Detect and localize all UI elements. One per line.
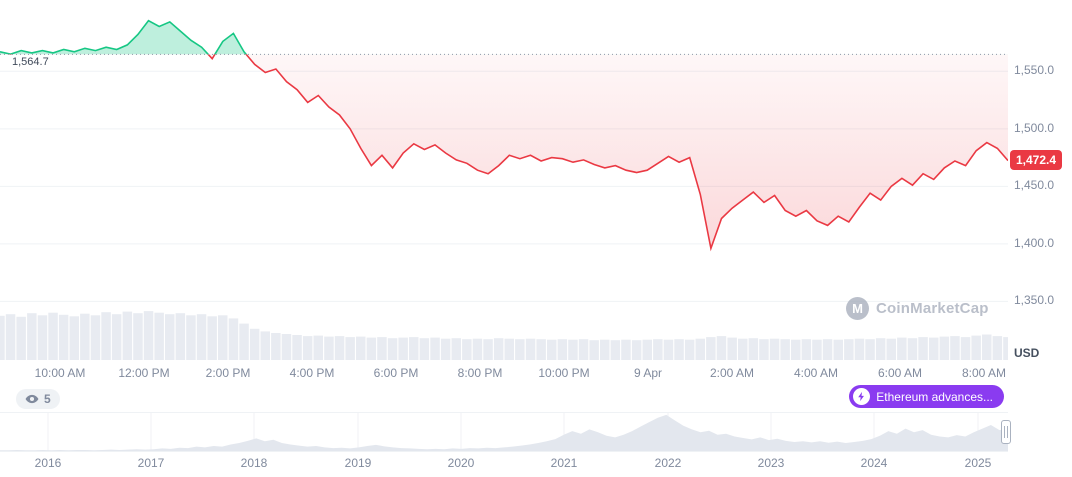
y-axis-label: 1,550.0 — [1014, 63, 1055, 78]
x-axis-label: 10:00 PM — [538, 366, 590, 380]
notification-text: Ethereum advances... — [876, 389, 993, 404]
watchlist-count-badge[interactable]: 5 — [16, 389, 60, 409]
x-axis-label: 6:00 PM — [373, 366, 419, 380]
timeline-navigator[interactable] — [0, 412, 1008, 452]
lightning-icon — [853, 388, 871, 405]
navigator-year-label: 2023 — [757, 456, 785, 470]
x-axis-label: 8:00 PM — [457, 366, 503, 380]
price-line-chart — [0, 19, 1008, 360]
coinmarketcap-logo-icon: M — [846, 297, 869, 320]
x-axis-label: 8:00 AM — [961, 366, 1007, 380]
x-axis-label: 4:00 AM — [793, 366, 839, 380]
x-axis-label: 2:00 AM — [709, 366, 755, 380]
coinmarketcap-watermark: M CoinMarketCap — [846, 297, 989, 320]
y-axis-label: 1,350.0 — [1014, 293, 1055, 308]
navigator-year-label: 2021 — [550, 456, 578, 470]
navigator-year-label: 2016 — [34, 456, 62, 470]
x-axis-label: 2:00 PM — [205, 366, 251, 380]
open-price-baseline-label: 1,564.7 — [12, 56, 49, 69]
x-axis-label: 4:00 PM — [289, 366, 335, 380]
y-axis-label: 1,450.0 — [1014, 178, 1055, 193]
navigator-year-label: 2022 — [654, 456, 682, 470]
current-price-tag: 1,472.4 — [1010, 149, 1063, 170]
navigator-year-label: 2020 — [447, 456, 475, 470]
x-axis-label: 12:00 PM — [118, 366, 170, 380]
navigator-year-labels: 2016 2017 2018 2019 2020 2021 2022 2023 2024 2025 — [0, 456, 1008, 472]
navigator-area-chart — [0, 413, 1008, 451]
eye-icon — [25, 394, 39, 404]
y-axis-label: 1,400.0 — [1014, 235, 1055, 250]
navigator-year-label: 2024 — [860, 456, 888, 470]
navigator-year-label: 2019 — [344, 456, 372, 470]
ethereum-notification-badge[interactable]: Ethereum advances... — [849, 385, 1004, 408]
y-axis-label: 1,500.0 — [1014, 120, 1055, 135]
x-axis: 10:00 AM 12:00 PM 2:00 PM 4:00 PM 6:00 PM 8:0… — [0, 366, 1008, 382]
price-plot-area[interactable]: 1,564.7 M CoinMarketCap — [0, 0, 1008, 360]
navigator-year-label: 2025 — [964, 456, 992, 470]
x-axis-label: 9 Apr — [633, 366, 663, 380]
x-axis-label: 10:00 AM — [34, 366, 86, 380]
watermark-text: CoinMarketCap — [876, 300, 989, 317]
x-axis-label: 6:00 AM — [877, 366, 923, 380]
navigator-year-label: 2018 — [240, 456, 268, 470]
y-axis: 1,550.0 1,500.0 1,450.0 1,400.0 1,350.0 — [1014, 0, 1072, 360]
currency-unit-label: USD — [1014, 346, 1040, 360]
watchlist-count: 5 — [44, 392, 51, 406]
navigator-year-label: 2017 — [137, 456, 165, 470]
navigator-resize-handle[interactable] — [1001, 420, 1011, 444]
